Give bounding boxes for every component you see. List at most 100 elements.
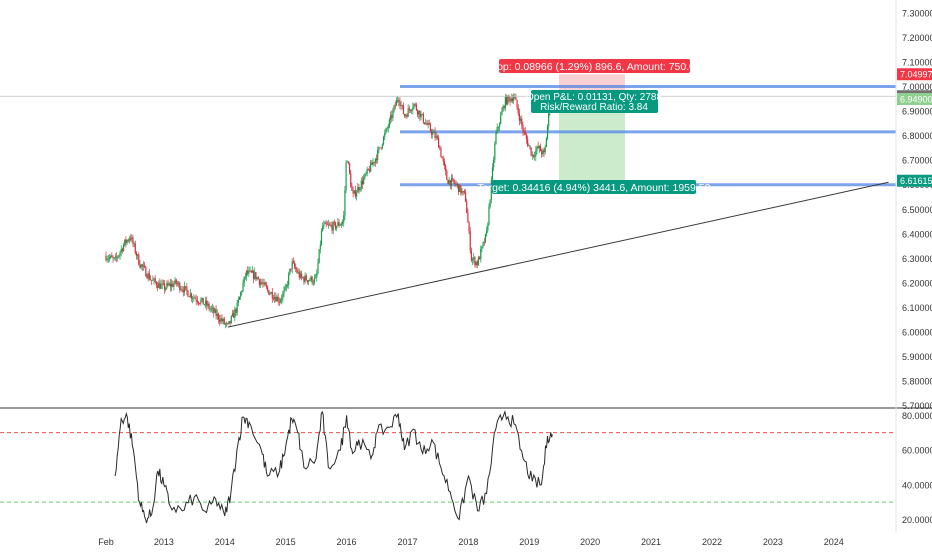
rsi-tick-label: 40.0000 [902, 480, 932, 490]
candle-body [275, 296, 277, 302]
candle-body [337, 222, 339, 226]
candle-body [151, 279, 153, 281]
candle-body [388, 119, 391, 127]
candle-body [462, 191, 464, 192]
candle-body [353, 190, 355, 194]
candle-body [327, 224, 330, 226]
candle-body [243, 276, 245, 284]
candle-body [202, 297, 204, 305]
price-tick-label: 7.00000 [902, 82, 932, 92]
candle-body [125, 239, 127, 243]
candle-body [295, 267, 297, 270]
candle-body [426, 123, 428, 125]
candle-body [203, 304, 205, 306]
candle-body [363, 178, 365, 185]
candle-body [159, 282, 161, 289]
candle-body [543, 150, 545, 153]
price-tick-label: 6.30000 [902, 254, 932, 264]
candle-body [329, 224, 331, 226]
candle-body [121, 248, 123, 251]
candle-body [305, 275, 307, 281]
candle-body [283, 290, 285, 294]
candle-body [427, 123, 429, 125]
candle-body [274, 296, 276, 300]
candle-body [457, 184, 460, 193]
candle-body [486, 230, 488, 234]
candle-body [249, 270, 251, 272]
pnl-label: Open P&L: 0.01131, Qty: 2788 Risk/Reward… [526, 90, 662, 113]
rsi-axis[interactable]: 80.0000 60.0000 40.0000 20.0000 [902, 411, 932, 525]
price-tick-label: 5.90000 [902, 352, 932, 362]
candle-body [154, 278, 156, 283]
time-tick-label: 2016 [337, 537, 357, 547]
candle-body [459, 185, 461, 193]
candle-body [269, 293, 271, 295]
candle-body [539, 145, 542, 152]
candle-body [521, 118, 523, 126]
candle-body [392, 110, 394, 118]
candle-body [185, 286, 187, 287]
price-tag [897, 174, 932, 187]
candle-body [208, 303, 210, 309]
price-tick-label: 6.90000 [902, 107, 932, 117]
candle-body [478, 257, 481, 260]
candle-body [524, 131, 526, 135]
candle-body [261, 282, 263, 284]
candle-body [429, 124, 432, 131]
candle-body [474, 257, 476, 266]
trendline[interactable] [227, 181, 889, 328]
candle-body [542, 150, 544, 155]
candle-body [347, 161, 350, 164]
candle-body [482, 241, 484, 247]
candle-body [186, 286, 188, 291]
time-axis[interactable]: Feb 2013 2014 2015 2016 2017 2018 2019 2020 2021 2… [98, 537, 844, 547]
candle-body [216, 313, 218, 317]
candle-body [122, 244, 125, 251]
candle-body [491, 167, 494, 180]
candle-body [236, 302, 238, 313]
target-label: Target: 0.34416 (4.94%) 3441.6, Amount: … [478, 180, 711, 194]
candle-body [271, 292, 273, 299]
candle-body [222, 318, 224, 322]
candle-body [174, 279, 176, 284]
candle-body [241, 291, 243, 293]
candle-body [394, 105, 396, 107]
candle-body [156, 285, 159, 288]
candle-body [267, 287, 269, 291]
candle-body [308, 280, 310, 283]
candle-body [227, 323, 229, 324]
candle-body [237, 299, 239, 303]
candle-body [240, 292, 242, 297]
candle-body [341, 221, 344, 224]
candle-body [332, 222, 334, 231]
candle-body [428, 123, 430, 125]
candle-body [200, 300, 202, 304]
candle-body [536, 146, 538, 151]
candle-body [182, 290, 184, 293]
time-tick-label: 2021 [641, 537, 661, 547]
price-axis[interactable]: 7.30000 7.20000 7.10000 7.00000 6.90000 6.800… [902, 8, 932, 411]
candle-body [115, 256, 118, 258]
candle-body [235, 309, 237, 313]
candle-body [393, 105, 395, 111]
candle-body [188, 296, 190, 298]
candle-body [448, 180, 450, 184]
candle-body [262, 283, 264, 285]
candle-body [525, 134, 528, 140]
candle-body [415, 104, 417, 110]
candle-body [384, 133, 386, 137]
candle-body [420, 114, 422, 118]
candle-body [364, 173, 366, 179]
time-tick-label: 2019 [519, 537, 539, 547]
candle-body [398, 100, 400, 102]
time-tick-label: Feb [98, 537, 114, 547]
candle-body [318, 249, 320, 264]
candle-body [145, 267, 147, 277]
candle-body [247, 270, 249, 274]
candle-body [433, 131, 435, 133]
candle-body [359, 188, 361, 191]
candle-body [131, 237, 133, 240]
